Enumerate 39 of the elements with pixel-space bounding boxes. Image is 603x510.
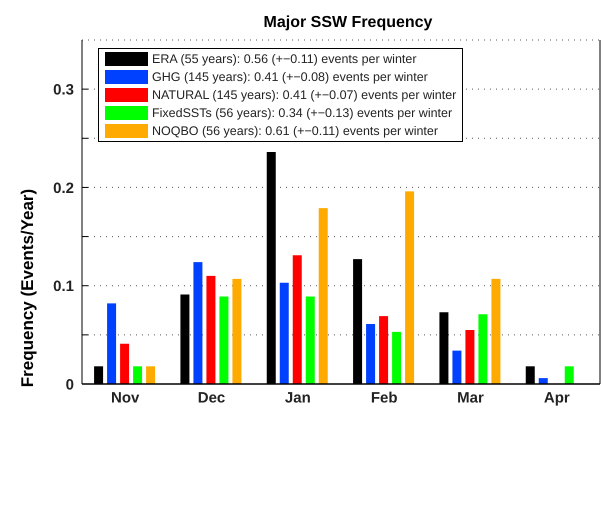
bar xyxy=(318,208,328,384)
bar xyxy=(452,350,462,384)
bar xyxy=(146,366,156,384)
x-tick-label: Apr xyxy=(544,390,570,407)
y-tick-label: 0.1 xyxy=(53,278,74,296)
x-tick-label: Feb xyxy=(370,390,398,407)
y-axis-title: Frequency (Events/Year) xyxy=(18,188,38,388)
bar xyxy=(306,296,315,384)
bar xyxy=(379,316,388,384)
legend-label: GHG (145 years): 0.41 (+−0.08) events per winter xyxy=(152,70,428,84)
bar xyxy=(465,330,474,384)
legend-label: ERA (55 years): 0.56 (+−0.11) events per winter xyxy=(152,52,416,66)
bar xyxy=(193,262,202,384)
x-tick-label: Mar xyxy=(457,390,484,407)
bar xyxy=(392,332,402,384)
bar xyxy=(219,296,228,384)
bar xyxy=(478,314,488,384)
y-tick-label: 0 xyxy=(66,376,74,394)
chart-title: Major SSW Frequency xyxy=(262,14,434,32)
bar xyxy=(107,303,116,384)
bar xyxy=(292,255,302,384)
x-tick-label: Nov xyxy=(110,390,140,407)
bar xyxy=(232,278,242,384)
legend-label: NATURAL (145 years): 0.41 (+−0.07) events per winter xyxy=(152,88,456,102)
y-tick-label: 0.2 xyxy=(53,180,74,197)
bar xyxy=(206,276,216,384)
bar xyxy=(405,191,414,384)
legend-label: FixedSSTs (56 years): 0.34 (+−0.13) events per winter xyxy=(152,106,452,120)
bar xyxy=(538,378,548,384)
bar xyxy=(564,366,574,384)
bar xyxy=(280,282,289,384)
bar xyxy=(491,278,500,384)
y-tick-label: 0.3 xyxy=(53,81,74,98)
bar xyxy=(120,344,130,384)
x-tick-label: Jan xyxy=(284,390,311,407)
bar xyxy=(133,366,142,384)
legend-label: NOQBO (56 years): 0.61 (+−0.11) events per winter xyxy=(152,124,438,138)
x-tick-label: Dec xyxy=(198,390,226,407)
bar xyxy=(366,324,376,384)
